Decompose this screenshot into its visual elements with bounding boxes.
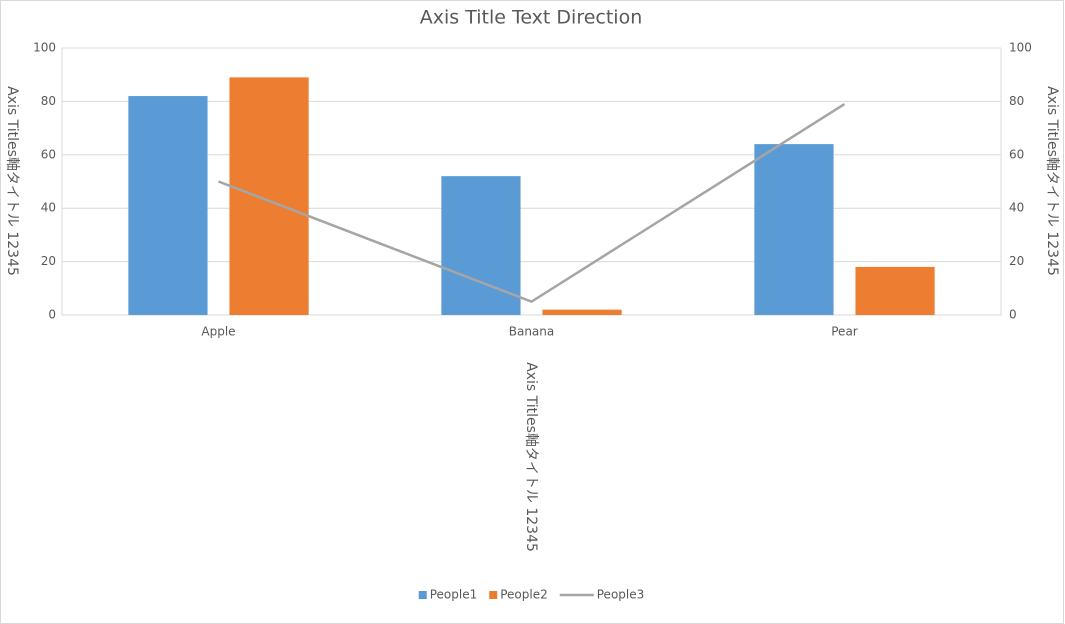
y2-axis-title: Axis Titles軸タイトル 12345 [1044,86,1060,276]
y-tick-label: 40 [41,201,56,215]
y2-tick-label: 0 [1009,308,1017,322]
y2-tick-label: 20 [1009,254,1024,268]
chart-title: Axis Title Text Direction [420,7,643,29]
x-tick-label: Pear [831,325,858,339]
legend-swatch [418,591,427,599]
bar [542,309,622,315]
line-series [218,103,846,304]
y-axis-title: Axis Titles軸タイトル 12345 [4,86,20,276]
x-tick-label: Apple [201,325,235,339]
y2-tick-label: 100 [1009,41,1032,55]
legend-label: People1 [430,588,478,602]
y2-tick-label: 60 [1009,147,1024,161]
y2-tick-label: 40 [1009,201,1024,215]
legend-swatch [489,591,498,599]
legend-label: People2 [500,588,548,602]
bar [754,144,834,315]
bar [855,266,935,315]
legend-label: People3 [597,588,645,602]
bar [128,96,208,315]
y-tick-label: 80 [41,94,56,108]
bar [229,77,309,316]
y-tick-label: 60 [41,147,56,161]
y2-tick-label: 80 [1009,94,1024,108]
y-tick-label: 100 [33,41,56,55]
y-tick-label: 20 [41,254,56,268]
x-axis-title: Axis Titles軸タイトル 12345 [523,362,539,552]
y-tick-label: 0 [48,308,56,322]
x-tick-label: Banana [509,325,555,339]
